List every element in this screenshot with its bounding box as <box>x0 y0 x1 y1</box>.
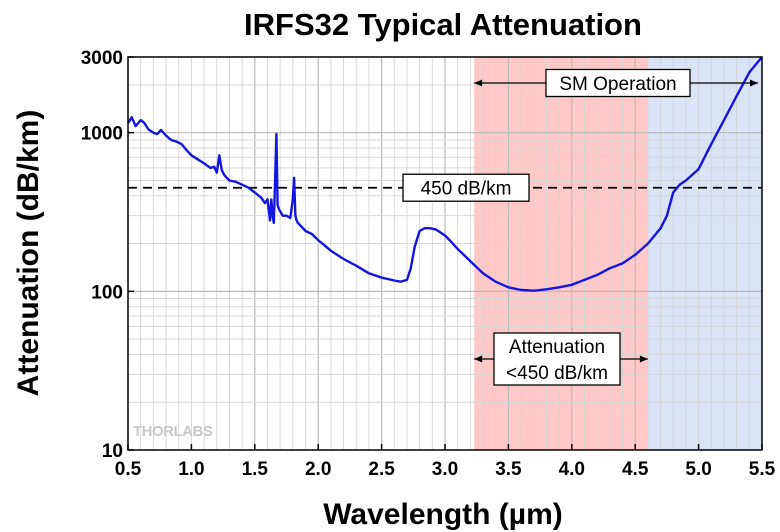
y-axis-title: Attenuation (dB/km) <box>12 110 45 397</box>
y-tick-label: 10 <box>102 441 123 462</box>
x-tick-label: 1.5 <box>242 459 269 480</box>
attenuation-label-line1: Attenuation <box>509 337 605 358</box>
x-tick-label: 5.5 <box>749 459 776 480</box>
x-tick-label: 4.0 <box>559 459 585 480</box>
arrow-head <box>750 79 758 87</box>
threshold-box <box>402 173 530 202</box>
chart-title: IRFS32 Typical Attenuation <box>244 7 642 42</box>
arrow-head <box>474 79 483 87</box>
series-group <box>126 56 763 292</box>
watermark: THORLABS <box>133 423 213 440</box>
arrow-head <box>474 355 483 363</box>
x-tick-label: 3.5 <box>495 459 522 480</box>
shaded-regions <box>474 57 762 450</box>
x-tick-label: 1.0 <box>178 459 204 480</box>
attenuation-box <box>493 332 621 386</box>
x-tick-label: 2.5 <box>368 459 395 480</box>
sm-operation-label: SM Operation <box>559 74 676 95</box>
threshold-label: 450 dB/km <box>421 179 512 200</box>
attenuation-curve <box>126 56 763 292</box>
arrow-head <box>639 355 648 363</box>
y-tick-label: 1000 <box>81 124 123 145</box>
x-tick-label: 2.0 <box>305 459 331 480</box>
x-tick-label: 4.5 <box>622 459 649 480</box>
sm-operation-box <box>545 68 691 98</box>
x-axis-ticks: 0.5 1.0 1.5 2.0 2.5 3.0 3.5 4.0 4.5 5.0 5.5 <box>115 444 776 480</box>
attenuation-region <box>474 57 648 450</box>
watermark-logo: THORLABS <box>133 423 213 440</box>
x-tick-label: 3.0 <box>432 459 458 480</box>
attenuation-label-line2: <450 dB/km <box>506 363 608 384</box>
y-tick-label: 100 <box>91 282 123 303</box>
sm-operation-region <box>647 57 762 450</box>
y-tick-label: 3000 <box>81 48 123 69</box>
x-axis-title: Wavelength (µm) <box>323 498 563 531</box>
annotation-boxes: SM Operation 450 dB/km Attenuation <450 dB/… <box>402 68 758 386</box>
x-tick-label: 5.0 <box>685 459 711 480</box>
x-tick-label: 0.5 <box>115 459 142 480</box>
y-axis-ticks: 10 100 1000 3000 <box>81 48 134 462</box>
